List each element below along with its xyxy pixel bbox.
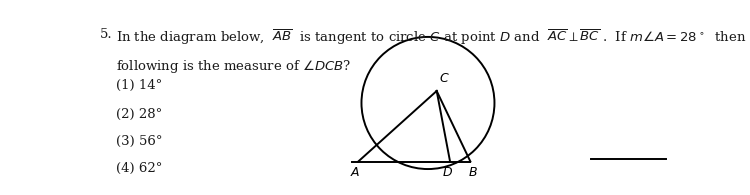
Text: A: A (351, 166, 359, 179)
Text: (2) 28°: (2) 28° (116, 107, 162, 121)
Text: 5.: 5. (100, 28, 112, 41)
Text: C: C (440, 72, 448, 85)
Text: following is the measure of $\angle DCB$?: following is the measure of $\angle DCB$… (116, 58, 351, 75)
Text: D: D (442, 166, 452, 179)
Text: B: B (469, 166, 478, 179)
Text: (3) 56°: (3) 56° (116, 135, 162, 147)
Text: In the diagram below,  $\overline{AB}$  is tangent to circle $C$ at point $D$ an: In the diagram below, $\overline{AB}$ is… (116, 28, 750, 47)
Text: (1) 14°: (1) 14° (116, 79, 162, 92)
Text: (4) 62°: (4) 62° (116, 161, 162, 175)
